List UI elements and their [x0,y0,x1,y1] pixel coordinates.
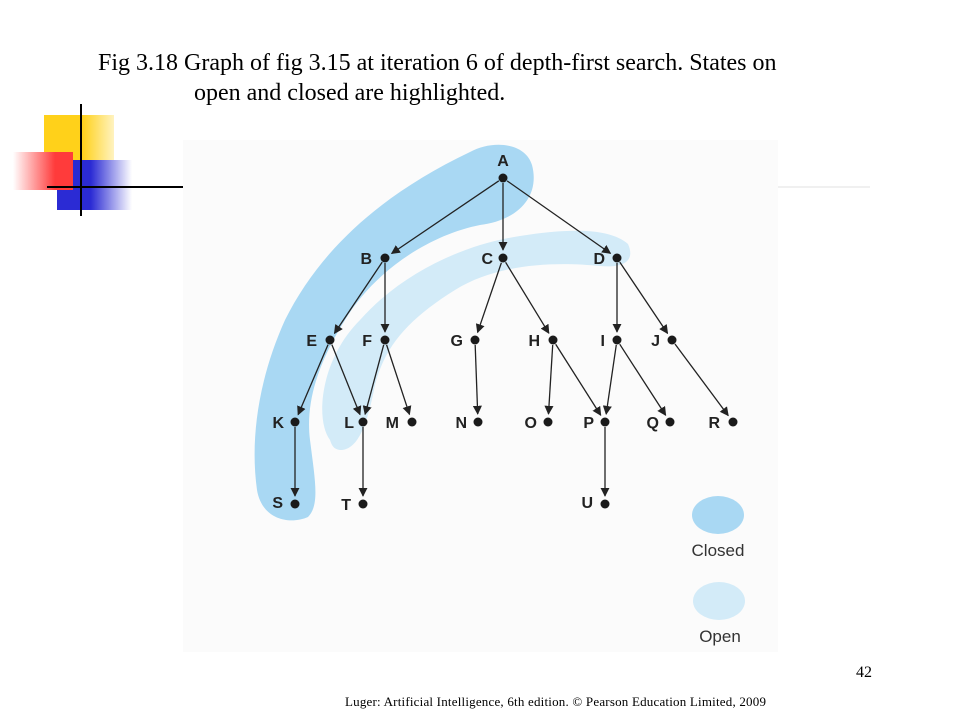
node-i-dot [612,335,622,345]
node-f-label: F [362,333,372,350]
node-k-label: K [272,415,284,432]
node-b-label: B [360,251,372,268]
node-u-label: U [581,495,593,512]
node-k-dot [290,417,300,427]
edge-h-o [544,344,554,415]
node-m-dot [407,417,417,427]
node-j-label: J [651,333,660,350]
node-n-dot [473,417,483,427]
legend-closed-swatch [692,496,744,534]
node-d-dot [612,253,622,263]
edge-e-k [297,344,329,416]
node-i-label: I [601,333,605,350]
edge-c-h [505,261,550,334]
graph-edges [290,180,729,497]
deco-horizontal-line [47,186,184,188]
footer-citation: Luger: Artificial Intelligence, 6th edit… [345,694,767,709]
legend-open-label: Open [699,627,741,646]
node-h-label: H [528,333,540,350]
node-c-label: C [481,251,493,268]
node-r-label: R [708,415,720,432]
legend: Closed Open [692,496,745,646]
node-l-label: L [344,415,354,432]
node-a-label: A [497,153,509,170]
node-d-label: D [593,251,605,268]
deco-vertical-line [80,104,82,216]
edge-h-p [555,343,602,417]
node-q-label: Q [647,415,659,432]
node-e-label: E [306,333,317,350]
node-c-dot [498,253,508,263]
closed-highlight-region [254,144,534,521]
edge-c-g [475,262,502,334]
node-p-label: P [583,415,594,432]
node-f-dot [380,335,390,345]
edge-b-e [333,261,383,335]
node-s-dot [290,499,300,509]
edge-e-l [331,344,362,416]
edge-d-j [619,261,669,335]
node-p-dot [600,417,610,427]
slide-title: Fig 3.18 Graph of fig 3.15 at iteration … [98,48,898,108]
node-e-dot [325,335,335,345]
title-line-1: Fig 3.18 Graph of fig 3.15 at iteration … [98,50,777,76]
title-line-2: open and closed are highlighted. [194,80,506,106]
node-h-dot [548,335,558,345]
deco-red-square [13,152,73,190]
graph-nodes: A B C D E F G H I J K L M N O P Q R S T U [272,153,738,514]
node-o-label: O [525,415,537,432]
node-n-label: N [455,415,467,432]
node-o-dot [543,417,553,427]
edge-f-m [385,344,412,416]
edge-a-b [390,180,500,255]
node-s-label: S [272,495,283,512]
edge-g-n [472,344,482,415]
open-highlight-region [322,230,631,450]
legend-open-swatch [693,582,745,620]
node-g-dot [470,335,480,345]
node-q-dot [665,417,675,427]
node-b-dot [380,253,390,263]
node-g-label: G [451,333,463,350]
edge-f-l [362,344,385,416]
legend-closed-label: Closed [692,541,745,560]
node-t-dot [358,499,368,509]
node-l-dot [358,417,368,427]
edge-j-r [674,343,729,417]
page-number: 42 [856,664,872,681]
node-t-label: T [341,497,351,514]
edge-a-d [506,180,612,254]
node-a-dot [498,173,508,183]
node-r-dot [728,417,738,427]
node-m-label: M [386,415,399,432]
edge-i-p [602,344,617,415]
node-u-dot [600,499,610,509]
edge-i-q [619,343,667,417]
node-j-dot [667,335,677,345]
